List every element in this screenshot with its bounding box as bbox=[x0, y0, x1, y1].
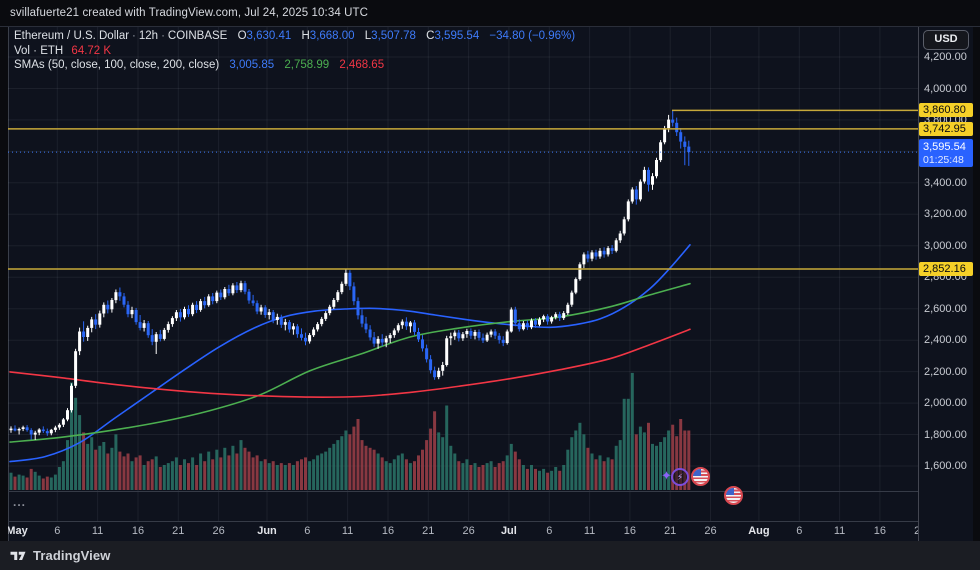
legend-symbol-row[interactable]: Ethereum / U.S. Dollar · 12h · COINBASE O3,6… bbox=[14, 29, 575, 44]
low-label: L bbox=[364, 30, 372, 42]
candles bbox=[9, 110, 691, 440]
us-flag-event-icon[interactable] bbox=[691, 467, 710, 486]
sma50-value: 3,005.85 bbox=[229, 59, 275, 71]
legend-separator: · bbox=[161, 30, 165, 42]
open-label: O bbox=[237, 30, 247, 42]
price-tick-label: 2,200.00 bbox=[924, 365, 967, 378]
tradingview-wordmark: TradingView bbox=[33, 548, 111, 563]
chart-legend: Ethereum / U.S. Dollar · 12h · COINBASE O3,6… bbox=[14, 29, 575, 73]
sma-line[interactable] bbox=[9, 244, 691, 463]
volume-value: 64.72 K bbox=[71, 44, 112, 57]
time-axis-day-label: 21 bbox=[664, 525, 677, 537]
sma-line[interactable] bbox=[9, 282, 691, 443]
time-axis-day-label: 6 bbox=[54, 525, 61, 537]
change-value: −34.80 (−0.96%) bbox=[489, 30, 576, 42]
tradingview-link[interactable]: TradingView bbox=[9, 541, 110, 570]
legend-volume-row[interactable]: Vol · ETH 64.72 K bbox=[14, 44, 575, 59]
time-axis-day-label: 11 bbox=[91, 525, 104, 537]
crypto-event-icon[interactable]: ⚡ bbox=[671, 468, 689, 486]
chart-frame bbox=[8, 27, 973, 541]
time-axis-day-label: 26 bbox=[704, 525, 717, 537]
sma100-value: 2,758.99 bbox=[284, 59, 330, 71]
price-tick-label: 2,000.00 bbox=[924, 397, 967, 410]
pane-divider[interactable] bbox=[8, 491, 972, 492]
time-axis-day-label: 6 bbox=[304, 525, 311, 537]
time-axis-day-label: 26 bbox=[462, 525, 475, 537]
price-tick-label: 1,600.00 bbox=[924, 460, 967, 472]
time-axis-day-label: 11 bbox=[833, 525, 846, 537]
level-price-label: 3,742.95 bbox=[919, 121, 973, 136]
price-tick-label: 3,200.00 bbox=[924, 208, 967, 221]
level-price-label: 2,852.16 bbox=[919, 262, 973, 276]
low-value: 3,507.78 bbox=[371, 30, 416, 42]
currency-toggle-button[interactable]: USD bbox=[923, 30, 969, 50]
price-tick-label: 3,400.00 bbox=[924, 176, 967, 189]
sma-line[interactable] bbox=[9, 328, 691, 398]
sma200-value: 2,468.65 bbox=[339, 59, 385, 71]
attribution-text: svillafuerte21 created with TradingView.… bbox=[10, 7, 369, 19]
price-tick-label: 4,200.00 bbox=[924, 51, 967, 63]
time-axis-day-label: 11 bbox=[583, 525, 596, 537]
price-tick-label: 2,600.00 bbox=[924, 302, 967, 315]
time-axis-day-label: 16 bbox=[131, 525, 145, 537]
time-axis-month-label: Jul bbox=[500, 525, 517, 537]
attribution-bar: svillafuerte21 created with TradingView.… bbox=[0, 0, 980, 27]
time-axis-divider bbox=[8, 521, 972, 522]
open-value: 3,630.41 bbox=[246, 30, 292, 42]
exchange-label[interactable]: COINBASE bbox=[167, 30, 228, 42]
symbol-title[interactable]: Ethereum / U.S. Dollar bbox=[14, 30, 130, 42]
last-price-label: 3,595.54 01:25:48 bbox=[919, 139, 973, 168]
time-axis[interactable]: May 6 11 16 21 26 Jun 6 11 16 21 26 Jul 6 11 16 21 26 Aug 6… bbox=[8, 522, 918, 541]
time-axis-month-label: Aug bbox=[748, 525, 770, 537]
time-axis-day-label: 6 bbox=[546, 525, 553, 537]
us-flag-event-icon[interactable] bbox=[724, 486, 743, 505]
candlestick-chart-canvas[interactable] bbox=[8, 27, 918, 541]
interval-label[interactable]: 12h bbox=[138, 30, 159, 42]
time-axis-day-label: 26 bbox=[212, 525, 225, 537]
time-axis-day-label: 21 bbox=[422, 525, 435, 537]
time-axis-day-label: 21 bbox=[914, 525, 918, 537]
level-price-label: 3,860.80 bbox=[919, 103, 973, 118]
volume-bars bbox=[9, 372, 691, 490]
legend-sma-row[interactable]: SMAs (50, close, 100, close, 200, close)… bbox=[14, 58, 575, 73]
time-axis-month-label: Jun bbox=[257, 525, 277, 537]
time-axis-day-label: 16 bbox=[623, 525, 637, 537]
price-axis[interactable]: USD 4,200.004,000.003,800.003,600.003,40… bbox=[918, 27, 973, 541]
time-axis-day-label: 21 bbox=[172, 525, 185, 537]
close-label: C bbox=[426, 30, 435, 42]
time-axis-day-label: 11 bbox=[341, 525, 354, 537]
close-value: 3,595.54 bbox=[434, 30, 480, 42]
tradingview-logo-icon bbox=[10, 551, 26, 560]
high-label: H bbox=[301, 30, 310, 42]
bottom-toolbar: TradingView bbox=[0, 541, 980, 570]
grid-lines bbox=[8, 27, 918, 521]
sparkle-event-icon[interactable]: ✦ bbox=[661, 468, 672, 483]
volume-label: Vol · ETH bbox=[14, 44, 64, 57]
time-axis-day-label: 6 bbox=[796, 525, 803, 537]
sma-label: SMAs (50, close, 100, close, 200, close) bbox=[14, 59, 220, 71]
bar-countdown: 01:25:48 bbox=[923, 154, 964, 167]
price-tick-label: 3,000.00 bbox=[924, 239, 967, 252]
time-axis-day-label: 16 bbox=[381, 525, 395, 537]
price-tick-label: 1,800.00 bbox=[924, 428, 967, 441]
price-tick-label: 2,400.00 bbox=[924, 334, 967, 347]
last-price-value: 3,595.54 bbox=[923, 141, 966, 154]
time-axis-day-label: 16 bbox=[873, 525, 887, 537]
time-axis-month-label: May bbox=[8, 525, 28, 537]
collapsed-pane-ellipsis[interactable]: ... bbox=[13, 495, 27, 509]
legend-separator: · bbox=[132, 30, 136, 42]
price-tick-label: 4,000.00 bbox=[924, 82, 967, 95]
high-value: 3,668.00 bbox=[309, 30, 355, 42]
